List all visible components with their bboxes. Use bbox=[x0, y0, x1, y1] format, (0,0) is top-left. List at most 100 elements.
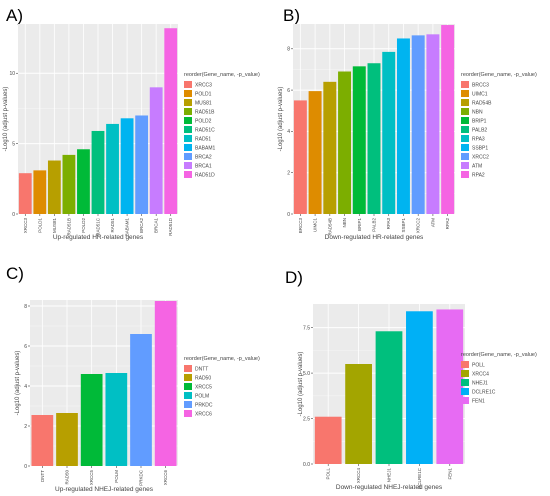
legend-swatch bbox=[461, 171, 469, 178]
bar bbox=[323, 81, 337, 215]
legend-title: reorder(Gene_name, -p_value) bbox=[461, 352, 537, 358]
legend-label: PALB2 bbox=[472, 128, 487, 134]
bar bbox=[154, 301, 177, 466]
legend-label: RPA3 bbox=[472, 137, 485, 143]
legend-label: NHEJ1 bbox=[472, 381, 488, 387]
legend-swatch bbox=[184, 108, 192, 115]
x-tick-label: PALB2 bbox=[372, 218, 377, 232]
legend-label: RPA2 bbox=[472, 173, 485, 179]
x-tick-label: DNTT bbox=[40, 470, 45, 482]
y-axis-title: -Log10 (adjust p-values) bbox=[3, 87, 9, 152]
legend-swatch bbox=[184, 135, 192, 142]
chart-b: 0 2 4 6 8 BRCC3 UIMC1 RAD54B NBN BRIP1 PALB2 RPA3 SS… bbox=[278, 24, 537, 241]
bar bbox=[164, 28, 178, 214]
bar bbox=[106, 123, 119, 214]
legend-swatch bbox=[461, 388, 469, 395]
legend-label: RAD51 bbox=[195, 137, 211, 143]
bar bbox=[293, 100, 307, 214]
bar bbox=[77, 149, 90, 214]
x-tick-label: POLD1 bbox=[37, 218, 42, 233]
y-tick-label: 6 bbox=[287, 88, 290, 94]
bar bbox=[382, 51, 396, 215]
legend-label: XRCC6 bbox=[195, 412, 212, 418]
x-tick-label: MUS81 bbox=[52, 218, 57, 234]
legend-label: UIMC1 bbox=[472, 92, 488, 98]
x-tick-label: XRCC2 bbox=[416, 218, 421, 234]
x-tick-label: RAD51 bbox=[110, 218, 115, 233]
legend-swatch bbox=[184, 126, 192, 133]
legend-swatch bbox=[184, 365, 192, 372]
x-axis-title: Down-regulated NHEJ-related genes bbox=[336, 484, 443, 491]
bar bbox=[308, 91, 322, 214]
bar bbox=[135, 115, 149, 214]
legend-swatch bbox=[461, 153, 469, 160]
panel-label-a: A) bbox=[6, 6, 23, 25]
legend-swatch bbox=[184, 401, 192, 408]
bar bbox=[33, 170, 47, 214]
x-tick-label: POLM bbox=[114, 470, 119, 483]
bar bbox=[411, 35, 425, 214]
legend-swatch bbox=[461, 144, 469, 151]
x-tick-label: RAD51C bbox=[96, 217, 101, 236]
y-axis-title: -Log10 (adjust p-values) bbox=[278, 87, 284, 152]
legend-swatch bbox=[461, 99, 469, 106]
bar bbox=[441, 25, 455, 214]
panel-label-b: B) bbox=[283, 6, 300, 25]
legend-swatch bbox=[184, 144, 192, 151]
legend-label: XRCC2 bbox=[472, 155, 489, 161]
x-tick-label: SSBP1 bbox=[401, 218, 406, 233]
legend-swatch bbox=[184, 392, 192, 399]
legend-label: RAD51B bbox=[195, 110, 215, 116]
bar bbox=[91, 130, 105, 214]
x-axis-title: Down-regulated HR-related genes bbox=[325, 234, 424, 241]
x-tick-label: RAD51B bbox=[66, 218, 71, 236]
x-tick-label: NHEJ1 bbox=[387, 468, 392, 483]
bar bbox=[345, 364, 372, 464]
legend-swatch bbox=[461, 108, 469, 115]
legend-swatch bbox=[461, 361, 469, 368]
legend-label: POLM bbox=[195, 394, 209, 400]
legend-label: DCLRE1C bbox=[472, 390, 496, 396]
bar bbox=[396, 38, 410, 215]
bar bbox=[149, 87, 163, 214]
legend-swatch bbox=[461, 126, 469, 133]
y-tick-label: 7.5 bbox=[303, 325, 310, 331]
x-tick-label: RAD51D bbox=[168, 217, 173, 236]
legend-label: RAD51D bbox=[195, 173, 215, 179]
x-tick-label: DCLRE1C bbox=[417, 467, 422, 489]
x-tick-label: XRCC6 bbox=[163, 470, 168, 486]
legend-label: NBN bbox=[472, 110, 483, 116]
x-tick-label: XRCC5 bbox=[89, 470, 94, 486]
legend-swatch bbox=[184, 153, 192, 160]
legend-label: DNTT bbox=[195, 367, 208, 373]
y-tick-label: 2 bbox=[287, 170, 290, 176]
bar bbox=[130, 334, 152, 466]
legend-label: POLD1 bbox=[195, 92, 212, 98]
bar bbox=[375, 331, 403, 464]
chart-d: 0.0 2.5 5.0 7.5 POLL XRCC4 NHEJ1 DCLRE1C FEN1 Dow… bbox=[298, 304, 537, 491]
x-tick-label: XRCC3 bbox=[23, 218, 28, 234]
y-tick-label: 2.5 bbox=[303, 416, 310, 422]
legend-label: POLL bbox=[472, 363, 485, 369]
legend-label: PRKDC bbox=[195, 403, 213, 409]
legend-label: BRCC3 bbox=[472, 83, 489, 89]
y-tick-label: 0 bbox=[287, 212, 290, 218]
legend-label: XRCC3 bbox=[195, 83, 212, 89]
legend-swatch bbox=[184, 410, 192, 417]
legend-swatch bbox=[184, 374, 192, 381]
bar bbox=[406, 311, 433, 464]
bar bbox=[56, 413, 78, 466]
chart-panel-d: D) 0.0 2.5 5.0 7.5 POLL XRCC4 NHEJ1 DCLRE1C FEN1… bbox=[275, 248, 550, 496]
chart-a: 0 5 10 XRCC3 POLD1 MUS81 RAD51B POLD2 RAD51C RAD5… bbox=[3, 24, 260, 241]
chart-panel-a: A) 0 5 10 XRCC3 POLD1 MUS81 RAD51B POLD2 RAD51C R… bbox=[0, 0, 275, 248]
bar bbox=[436, 309, 464, 464]
x-tick-label: NBN bbox=[342, 218, 347, 228]
legend-label: BRCA1 bbox=[195, 164, 212, 170]
legend-swatch bbox=[461, 370, 469, 377]
panel-label-d: D) bbox=[285, 268, 303, 287]
x-tick-label: BRCA2 bbox=[139, 218, 144, 234]
legend-label: BRIP1 bbox=[472, 119, 487, 125]
legend-label: SSBP1 bbox=[472, 146, 488, 152]
legend-label: BRCA2 bbox=[195, 155, 212, 161]
bar bbox=[80, 374, 103, 466]
